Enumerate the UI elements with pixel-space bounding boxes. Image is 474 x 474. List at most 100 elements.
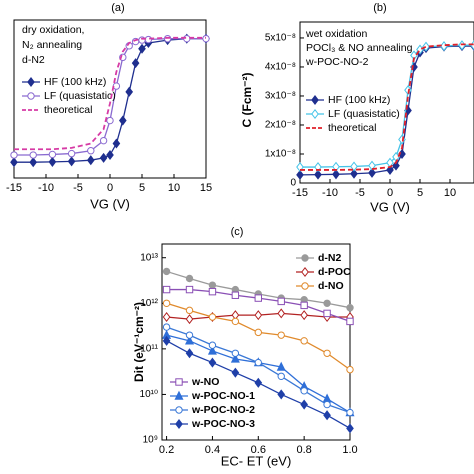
x-axis-title: VG (V) — [370, 199, 410, 214]
data-point — [162, 323, 171, 331]
y-tick-label: 10¹⁰ — [140, 389, 158, 400]
x-tick-label: 5 — [139, 182, 145, 194]
x-tick-label: 0.2 — [159, 444, 174, 456]
data-point — [162, 311, 171, 323]
legend-marker — [27, 76, 35, 88]
data-point — [162, 267, 171, 276]
data-point — [346, 365, 354, 374]
legend-label: w-POC-NO-1 — [191, 390, 255, 402]
data-point — [323, 410, 331, 421]
data-point — [277, 372, 285, 380]
data-point — [67, 149, 76, 158]
x-tick-label: -5 — [355, 187, 365, 199]
legend-label: theoretical — [44, 104, 92, 116]
annotation: w-POC-NO-2 — [305, 56, 369, 68]
legend-marker — [175, 406, 183, 414]
legend-label: d-POC — [318, 266, 351, 278]
data-point — [208, 341, 217, 349]
data-point — [254, 294, 262, 302]
series-line — [14, 38, 206, 163]
x-tick-label: 5 — [417, 187, 423, 199]
y-tick-label: 10¹³ — [140, 252, 158, 263]
data-point — [29, 151, 37, 159]
data-point — [422, 41, 430, 52]
data-point — [254, 310, 263, 321]
data-point — [296, 169, 304, 180]
data-point — [277, 389, 286, 400]
data-point — [99, 136, 108, 145]
data-point — [350, 161, 358, 172]
y-tick-label: 1x10⁻⁸ — [265, 149, 296, 160]
data-point — [185, 274, 194, 283]
annotation: N₂ annealing — [22, 39, 82, 51]
data-point — [208, 287, 217, 296]
data-point — [346, 408, 354, 417]
data-point — [346, 423, 354, 434]
plot-frame — [299, 21, 474, 184]
data-point — [99, 152, 108, 163]
data-point — [67, 156, 76, 167]
legend-label: LF (quasistatic) — [328, 108, 400, 120]
data-point — [404, 85, 412, 96]
x-tick-label: 0.8 — [296, 444, 311, 456]
x-tick-label: -10 — [38, 182, 54, 194]
data-point — [276, 361, 286, 371]
data-point — [231, 317, 240, 326]
data-point — [332, 161, 340, 172]
x-tick-label: -15 — [6, 182, 22, 194]
data-point — [207, 345, 217, 355]
data-point — [162, 285, 171, 294]
x-axis-title: EC- ET (eV) — [221, 453, 292, 468]
x-tick-label: -15 — [292, 187, 308, 199]
data-point — [138, 43, 146, 54]
y-tick-label: 4x10⁻⁸ — [265, 62, 296, 73]
panel-label: (a) — [111, 2, 124, 14]
legend-marker — [301, 282, 309, 290]
data-point — [277, 308, 286, 319]
data-point — [300, 387, 308, 395]
x-tick-label: 1.0 — [342, 444, 357, 456]
data-point — [350, 168, 358, 179]
y-axis-title: Dit (eV⁻¹cm⁻²) — [132, 302, 146, 382]
data-point — [300, 337, 308, 345]
y-tick-label: 10⁹ — [143, 435, 158, 446]
series-line — [300, 43, 474, 171]
data-point — [254, 358, 262, 367]
annotation: POCl₃ & NO annealing — [306, 42, 413, 54]
y-tick-label: 2x10⁻⁸ — [265, 120, 296, 131]
data-point — [300, 399, 308, 410]
legend-label: w-POC-NO-3 — [191, 418, 255, 430]
y-tick-label: 0 — [290, 178, 296, 189]
legend-label: theoretical — [328, 122, 376, 134]
x-tick-label: 0.6 — [251, 444, 266, 456]
annotation: dry oxidation, — [22, 24, 84, 36]
legend-label: d-N2 — [318, 252, 341, 264]
data-point — [254, 377, 263, 388]
data-point — [300, 301, 308, 310]
data-point — [48, 150, 57, 159]
panel-label: (c) — [231, 226, 244, 238]
data-point — [48, 156, 57, 167]
data-point — [29, 157, 38, 168]
data-point — [208, 281, 217, 289]
x-tick-label: 0 — [107, 182, 113, 194]
legend-marker — [27, 92, 35, 100]
x-tick-label: -10 — [322, 187, 338, 199]
data-point — [125, 86, 134, 97]
series-line — [14, 36, 206, 151]
data-point — [86, 155, 95, 166]
data-point — [231, 367, 240, 378]
data-point — [323, 349, 331, 357]
y-tick-label: 5x10⁻⁸ — [265, 33, 296, 44]
legend-marker — [174, 390, 184, 400]
data-point — [392, 160, 400, 171]
plot-frame — [161, 243, 351, 441]
x-tick-label: 10 — [444, 187, 456, 199]
data-point — [10, 151, 18, 159]
data-point — [277, 297, 285, 306]
data-point — [87, 147, 95, 155]
legend-marker — [301, 254, 309, 262]
data-point — [208, 313, 217, 321]
data-point — [346, 304, 354, 312]
